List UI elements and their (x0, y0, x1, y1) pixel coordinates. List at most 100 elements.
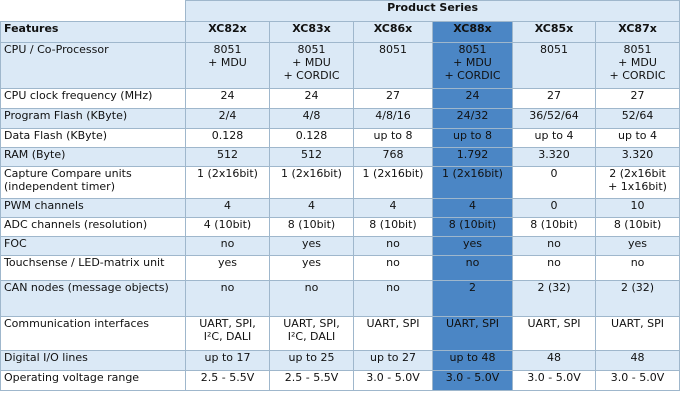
value-line: no (386, 237, 400, 251)
table-row: Digital I/O lines up to 17 up to 25 up to 2… (0, 350, 680, 371)
spec-value-xc86x: 27 (353, 88, 433, 109)
value-line: no (630, 256, 645, 270)
value-line: 3.0 - 5.0V (610, 371, 665, 385)
spec-value-xc87x: UART, SPI (594, 316, 680, 351)
feature-label: Operating voltage range (0, 370, 186, 391)
spec-value-xc85x: 0 (512, 166, 596, 199)
spec-value-xc88x: 1.792 (432, 147, 513, 167)
spec-value-xc85x: 2 (32) (512, 280, 596, 317)
value-line: up to 8 (453, 129, 492, 143)
table-row: FOC no yes no yes no yes (0, 236, 680, 256)
value-line: 1 (2x16bit) (281, 167, 342, 181)
spec-value-xc87x: up to 4 (594, 128, 680, 148)
value-line: yes (628, 237, 648, 251)
corner-blank (0, 0, 186, 22)
spec-value-xc87x: 8 (10bit) (594, 217, 680, 237)
spec-value-xc86x: up to 27 (353, 350, 433, 371)
feature-label: RAM (Byte) (0, 147, 186, 167)
spec-value-xc88x: 8051 + MDU + CORDIC (432, 42, 513, 89)
value-line: 10 (630, 199, 645, 213)
feature-label: Digital I/O lines (0, 350, 186, 371)
value-line: 3.320 (621, 148, 654, 162)
table-row: ADC channels (resolution) 4 (10bit) 8 (10b… (0, 217, 680, 237)
value-line: no (547, 237, 561, 251)
spec-value-xc85x: no (512, 255, 596, 281)
table-row: Data Flash (KByte) 0.128 0.128 up to 8 up to… (0, 128, 680, 148)
spec-value-xc85x: 36/52/64 (512, 108, 596, 129)
value-line: 2/4 (218, 109, 237, 123)
spec-value-xc83x: UART, SPI, I²C, DALI (269, 316, 354, 351)
spec-value-xc87x: 10 (594, 198, 680, 218)
value-line: 8051 (297, 43, 326, 57)
spec-value-xc83x: 0.128 (269, 128, 354, 148)
spec-value-xc86x: 4 (353, 198, 433, 218)
value-line: 4/8 (302, 109, 321, 123)
spec-value-xc82x: UART, SPI, I²C, DALI (185, 316, 270, 351)
spec-value-xc82x: no (185, 236, 270, 256)
value-line: up to 8 (373, 129, 413, 143)
spec-value-xc82x: no (185, 280, 270, 317)
spec-value-xc82x: 0.128 (185, 128, 270, 148)
value-line: 2 (2x16bit (609, 167, 666, 181)
table-row: Capture Compare units (independent timer… (0, 166, 680, 199)
value-line: 4 (308, 199, 315, 213)
value-line: 36/52/64 (529, 109, 579, 123)
value-line: UART, SPI (527, 317, 581, 331)
value-line: 8 (10bit) (287, 218, 336, 232)
value-line: 2 (32) (621, 281, 655, 295)
value-line: up to 48 (449, 351, 496, 365)
value-line: 768 (382, 148, 404, 162)
value-line: + 1x16bit) (608, 180, 667, 193)
value-line: up to 27 (370, 351, 416, 365)
table-row: RAM (Byte) 512 512 768 1.792 3.320 3.320 (0, 147, 680, 167)
product-series-table: Product Series Features XC82x XC83x XC86x X… (0, 0, 680, 391)
value-line: 8 (10bit) (530, 218, 578, 232)
value-line: 2 (32) (537, 281, 571, 295)
spec-value-xc83x: 8 (10bit) (269, 217, 354, 237)
feature-label: Touchsense / LED-matrix unit (0, 255, 186, 281)
product-header-xc85x: XC85x (512, 21, 596, 43)
spec-value-xc82x: 24 (185, 88, 270, 109)
spec-value-xc86x: 8051 (353, 42, 433, 89)
spec-value-xc87x: 52/64 (594, 108, 680, 129)
feature-label: Data Flash (KByte) (0, 128, 186, 148)
spec-value-xc87x: 3.320 (594, 147, 680, 167)
group-title: Product Series (184, 0, 680, 22)
value-line: 1.792 (456, 148, 489, 162)
spec-value-xc85x: 3.320 (512, 147, 596, 167)
spec-value-xc85x: no (512, 236, 596, 256)
table-row: CAN nodes (message objects) no no no 2 2 (32)… (0, 280, 680, 317)
value-line: 512 (217, 148, 238, 162)
value-line: no (386, 281, 400, 295)
spec-value-xc85x: up to 4 (512, 128, 596, 148)
feature-label: CPU clock frequency (MHz) (0, 88, 186, 109)
value-line: no (220, 237, 235, 251)
value-line: no (386, 256, 400, 270)
spec-value-xc82x: yes (185, 255, 270, 281)
product-header-xc86x: XC86x (353, 21, 433, 43)
feature-label: Communication interfaces (0, 316, 186, 351)
table-row: Operating voltage range 2.5 - 5.5V 2.5 - 5… (0, 370, 680, 391)
spec-value-xc87x: 27 (594, 88, 680, 109)
value-line: 27 (386, 89, 400, 103)
value-line: 0.128 (295, 129, 328, 143)
spec-value-xc86x: 768 (353, 147, 433, 167)
spec-value-xc85x: 8051 (512, 42, 596, 89)
spec-value-xc87x: 2 (2x16bit + 1x16bit) (594, 166, 680, 199)
spec-value-xc82x: 1 (2x16bit) (185, 166, 270, 199)
value-line: 8051 (379, 43, 407, 57)
spec-value-xc86x: 3.0 - 5.0V (353, 370, 433, 391)
spec-value-xc82x: 2.5 - 5.5V (185, 370, 270, 391)
value-line: + MDU (292, 56, 331, 69)
value-line: + MDU (208, 56, 247, 69)
feature-label: PWM channels (0, 198, 186, 218)
value-line: 27 (547, 89, 561, 103)
value-line: 8 (10bit) (369, 218, 417, 232)
spec-value-xc87x: no (594, 255, 680, 281)
value-line: no (220, 281, 235, 295)
value-line: UART, SPI, (283, 317, 340, 331)
value-line: yes (217, 256, 237, 270)
value-line: 4 (224, 199, 231, 213)
spec-value-xc82x: 2/4 (185, 108, 270, 129)
spec-value-xc88x: 1 (2x16bit) (432, 166, 513, 199)
